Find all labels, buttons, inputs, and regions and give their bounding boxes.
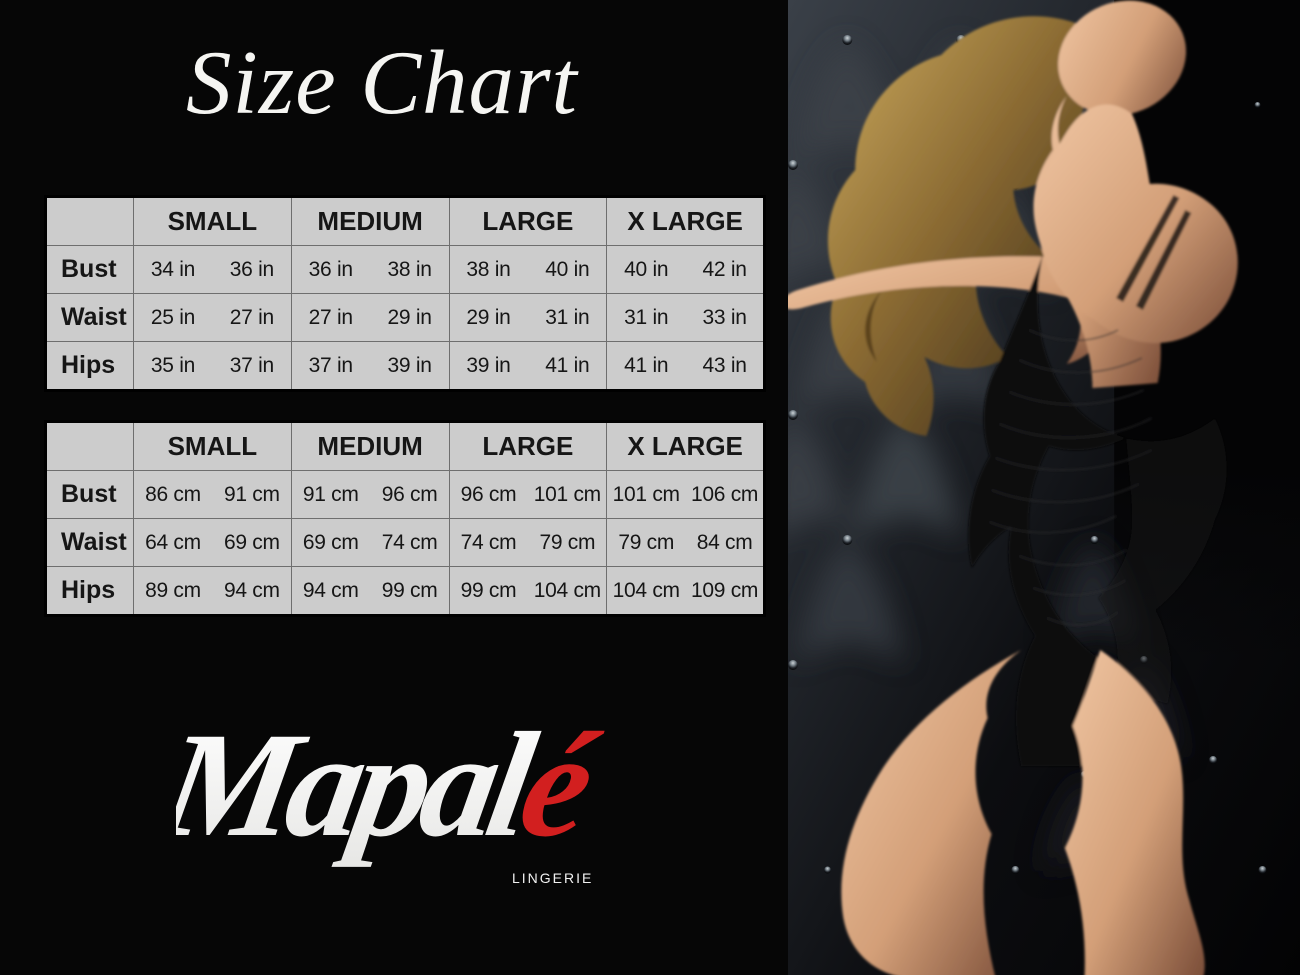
svg-text:Mapalé: Mapalé	[176, 701, 606, 868]
